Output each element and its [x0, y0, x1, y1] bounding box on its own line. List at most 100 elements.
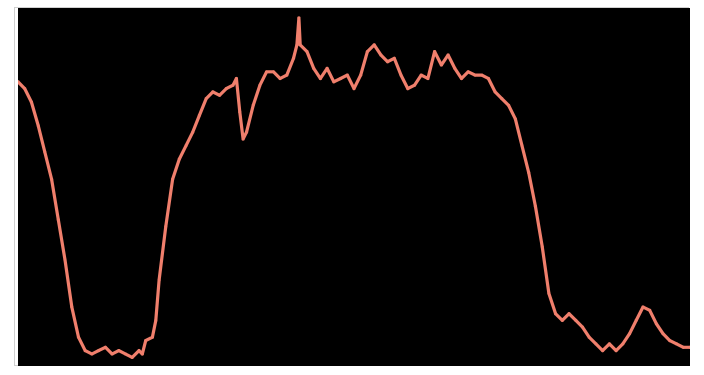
data-point — [171, 177, 175, 181]
data-point — [23, 87, 27, 91]
data-point — [197, 113, 201, 117]
data-point — [241, 137, 245, 141]
data-point — [574, 318, 578, 322]
data-point — [258, 83, 262, 87]
data-point — [520, 144, 524, 148]
data-point — [83, 349, 87, 353]
data-point — [486, 76, 490, 81]
data-point — [473, 73, 477, 77]
data-point — [224, 87, 228, 91]
data-point — [63, 258, 67, 262]
data-point — [298, 43, 302, 47]
data-point — [144, 339, 148, 343]
data-point — [36, 123, 40, 128]
data-point — [318, 76, 322, 81]
data-point — [480, 73, 484, 77]
data-point — [392, 56, 396, 60]
data-point — [285, 73, 289, 77]
data-point — [627, 332, 632, 336]
data-point — [681, 345, 685, 349]
data-point — [339, 76, 343, 81]
data-point — [265, 70, 269, 74]
data-point — [540, 244, 544, 249]
data-point — [204, 97, 208, 101]
data-point — [50, 177, 54, 181]
data-point — [218, 93, 222, 97]
data-point — [29, 100, 33, 104]
data-point — [297, 16, 301, 20]
data-point — [567, 312, 571, 316]
data-point — [117, 349, 121, 353]
data-point — [271, 70, 275, 74]
data-point — [419, 73, 423, 77]
data-point — [560, 318, 564, 322]
data-point — [500, 97, 504, 101]
data-point — [594, 342, 598, 346]
data-point — [466, 70, 470, 74]
data-point — [668, 339, 672, 343]
data-point — [426, 76, 430, 81]
data-point — [345, 73, 349, 77]
data-point — [493, 90, 497, 94]
data-point — [90, 352, 94, 356]
data-point — [580, 325, 585, 329]
data-point — [70, 305, 74, 309]
series-layer — [18, 16, 690, 359]
data-point — [412, 83, 417, 87]
data-point — [76, 335, 81, 339]
data-point — [278, 76, 282, 81]
data-point — [97, 349, 101, 353]
data-point — [554, 312, 558, 316]
data-point — [547, 291, 551, 296]
data-point — [164, 224, 168, 228]
data-point — [446, 53, 450, 57]
data-point — [291, 56, 296, 60]
data-point — [140, 352, 144, 356]
data-point — [154, 318, 158, 322]
data-point — [191, 130, 195, 134]
data-point — [234, 76, 238, 81]
data-point — [614, 349, 618, 353]
data-point — [244, 130, 249, 134]
plot-area — [18, 8, 690, 366]
data-point — [18, 80, 20, 84]
data-point — [150, 335, 154, 339]
data-point — [295, 43, 299, 47]
data-point — [533, 204, 538, 208]
data-point — [406, 87, 410, 91]
data-point — [123, 352, 128, 356]
data-point — [137, 349, 141, 353]
data-point — [661, 332, 665, 336]
data-point — [231, 83, 235, 87]
data-point — [433, 50, 437, 54]
data-point — [352, 87, 356, 91]
data-point — [513, 117, 517, 121]
data-point — [527, 171, 531, 175]
data-point — [251, 103, 255, 107]
data-point — [56, 218, 60, 222]
data-point — [439, 63, 443, 67]
data-point — [312, 66, 316, 70]
data-point — [211, 90, 215, 94]
data-point — [399, 73, 403, 77]
data-point — [130, 355, 134, 359]
data-point — [103, 345, 107, 349]
data-point — [386, 60, 390, 64]
data-point — [372, 43, 376, 47]
data-point — [365, 50, 369, 54]
data-point — [621, 342, 625, 346]
data-point — [607, 342, 612, 346]
line-chart — [18, 8, 690, 366]
data-point — [110, 352, 114, 356]
plot-background — [18, 8, 690, 366]
data-point — [379, 53, 383, 57]
data-point — [601, 349, 605, 353]
data-point — [459, 76, 464, 81]
data-point — [507, 103, 511, 107]
data-point — [238, 110, 242, 114]
data-point — [332, 80, 336, 84]
data-point — [654, 322, 659, 326]
data-point — [325, 66, 329, 70]
data-point — [453, 66, 457, 70]
data-point — [305, 50, 309, 54]
